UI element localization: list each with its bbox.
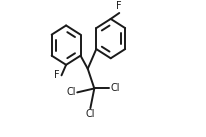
Text: Cl: Cl: [66, 87, 76, 97]
Text: Cl: Cl: [110, 83, 119, 93]
Text: Cl: Cl: [85, 109, 95, 119]
Text: F: F: [54, 70, 59, 80]
Text: F: F: [116, 1, 122, 11]
